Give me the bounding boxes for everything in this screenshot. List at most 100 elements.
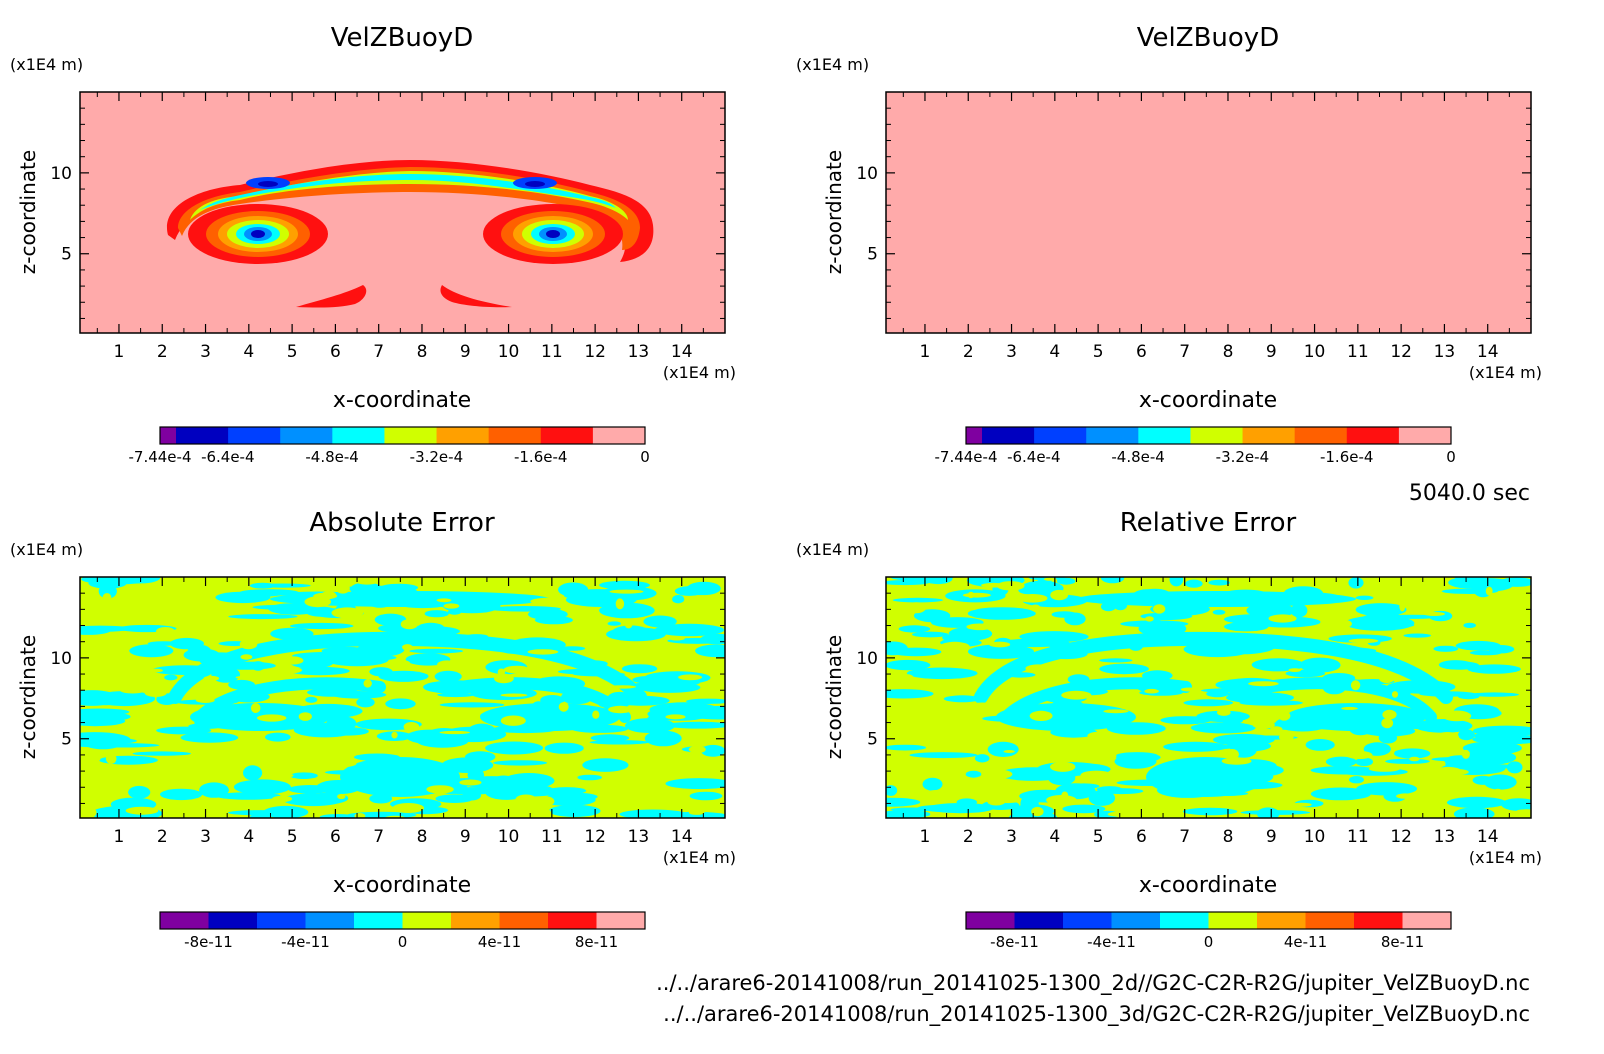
colorbar-tick-label: 0 [1204, 933, 1214, 951]
error-patch [886, 810, 931, 818]
error-speck [201, 583, 212, 589]
error-speck [1348, 799, 1379, 806]
panel-velzbuoyd-2d: VelZBuoyD (x1E4 m) [10, 23, 736, 466]
error-patch [132, 751, 191, 756]
y-tick-label: 10 [50, 164, 72, 184]
error-speck [913, 587, 942, 596]
error-patch [1206, 690, 1229, 698]
error-patch [409, 648, 464, 654]
error-patch [1182, 807, 1238, 816]
error-patch [265, 732, 291, 742]
colorbar-tick-label: 8e-11 [1381, 933, 1424, 951]
error-patch [913, 609, 951, 623]
error-speck [1120, 737, 1132, 745]
error-speck [538, 796, 555, 807]
error-speck [907, 679, 932, 688]
error-patch [489, 606, 561, 612]
error-speck [939, 641, 970, 653]
error-speck [393, 659, 411, 669]
error-patch [1185, 579, 1203, 588]
x-tick-label: 13 [628, 342, 650, 362]
x-unit-label: (x1E4 m) [663, 848, 736, 867]
x-tick-label: 9 [1266, 342, 1277, 362]
x-tick-label: 8 [1223, 827, 1234, 847]
colorbar-swatch [332, 427, 385, 444]
error-speck [947, 780, 958, 791]
x-tick-label: 6 [1136, 827, 1147, 847]
error-speck [668, 636, 685, 641]
x-tick-label: 13 [628, 827, 650, 847]
error-patch [1498, 577, 1531, 587]
error-patch [307, 792, 320, 802]
error-speck [400, 619, 418, 630]
x-unit-label: (x1E4 m) [663, 363, 736, 382]
error-speck [102, 593, 112, 602]
x-tick-label: 12 [1390, 827, 1412, 847]
error-patch [1385, 758, 1430, 765]
error-patch [434, 670, 462, 683]
colorbar-tick-label: 0 [1446, 448, 1456, 466]
error-speck [1270, 726, 1283, 733]
error-patch [998, 767, 1068, 781]
error-speck [105, 753, 117, 764]
error-patch [1018, 586, 1039, 595]
error-patch [665, 778, 725, 790]
error-patch [1363, 742, 1391, 756]
plot-border [79, 91, 726, 334]
error-patch [621, 664, 658, 674]
error-patch [439, 702, 505, 708]
error-patch [1051, 611, 1077, 618]
error-speck [203, 675, 220, 681]
x-tick-label: 5 [287, 342, 298, 362]
error-speck [1087, 731, 1114, 740]
error-speck [694, 800, 725, 809]
error-patch [1457, 693, 1480, 700]
error-speck [392, 803, 425, 813]
error-speck [354, 577, 380, 585]
error-patch [898, 625, 931, 633]
error-field-patches [886, 577, 1531, 818]
error-patch [1190, 722, 1256, 734]
error-speck [156, 627, 175, 636]
error-patch [1349, 776, 1364, 784]
colorbar-swatch [257, 912, 306, 929]
arc-core-right-dark [525, 181, 545, 187]
error-speck [1382, 709, 1397, 720]
colorbar-tick-label: -3.2e-4 [1216, 448, 1269, 466]
panel-velzbuoyd-3d: VelZBuoyD (x1E4 m) [796, 23, 1542, 466]
error-speck [984, 769, 1013, 779]
error-patch [1462, 741, 1522, 755]
error-speck [402, 644, 413, 651]
error-patch [128, 785, 151, 799]
x-tick-label: 1 [114, 342, 125, 362]
error-speck [150, 668, 163, 673]
error-speck [962, 592, 991, 598]
error-speck [1225, 749, 1239, 760]
colorbar-swatch [451, 912, 500, 929]
x-tick-label: 4 [243, 342, 254, 362]
x-tick-label: 8 [417, 827, 428, 847]
error-patch [1169, 577, 1184, 587]
error-patch [160, 788, 203, 801]
error-speck [624, 620, 633, 629]
x-tick-label: 8 [1223, 342, 1234, 362]
x-tick-label: 1 [114, 827, 125, 847]
error-patch [927, 803, 994, 814]
x-unit-label: (x1E4 m) [1469, 848, 1542, 867]
error-speck [1030, 604, 1041, 612]
error-patch [1446, 796, 1507, 809]
colorbar-swatch [160, 427, 176, 444]
x-tick-label: 6 [330, 342, 341, 362]
error-patch [559, 646, 586, 651]
error-patch [1299, 657, 1341, 673]
colorbar-tick-label: -7.44e-4 [129, 448, 192, 466]
x-tick-label: 3 [1006, 342, 1017, 362]
error-speck [1277, 711, 1291, 721]
error-speck [128, 680, 159, 685]
error-speck [1477, 618, 1491, 623]
error-speck [218, 753, 251, 757]
error-patch [1394, 749, 1415, 754]
error-speck [537, 808, 552, 818]
error-speck [1391, 691, 1399, 698]
